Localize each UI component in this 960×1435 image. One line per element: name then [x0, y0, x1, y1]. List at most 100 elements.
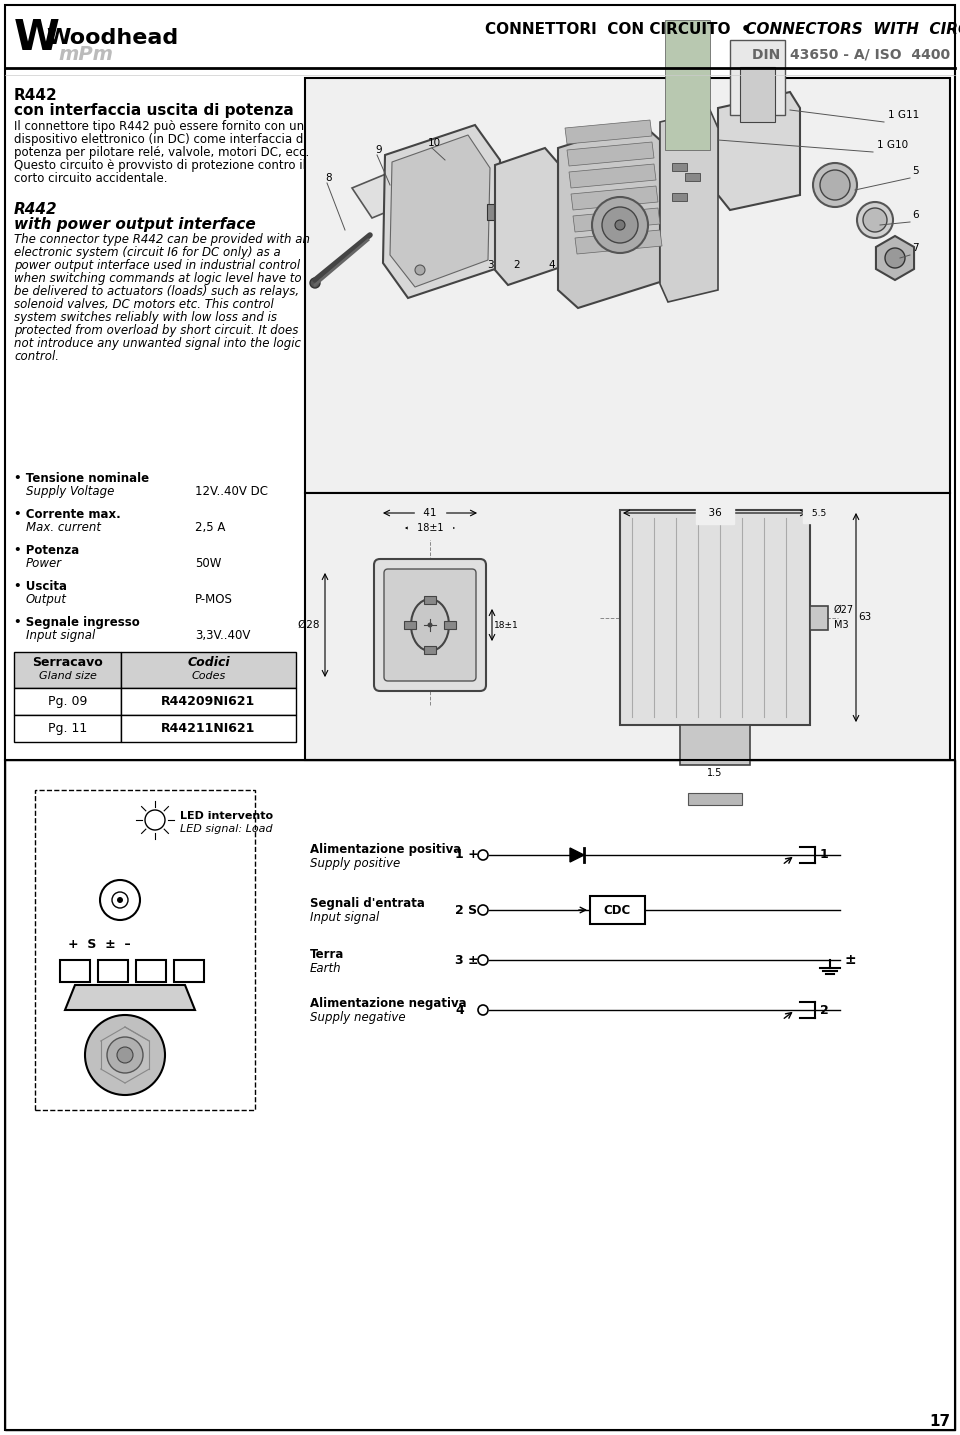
Text: Input signal: Input signal: [310, 911, 379, 924]
Text: Alimentazione positiva: Alimentazione positiva: [310, 842, 461, 855]
Text: • Uscita: • Uscita: [14, 580, 67, 593]
Text: 18±1: 18±1: [494, 620, 518, 630]
Text: Input signal: Input signal: [26, 629, 95, 641]
Circle shape: [427, 623, 433, 627]
Text: 18±1: 18±1: [414, 522, 446, 532]
Text: CDC: CDC: [604, 904, 631, 917]
Bar: [424, 646, 436, 654]
Text: Codes: Codes: [191, 672, 226, 682]
Circle shape: [813, 164, 857, 207]
Ellipse shape: [411, 598, 449, 651]
Text: 10: 10: [428, 138, 442, 148]
FancyBboxPatch shape: [374, 560, 486, 692]
Text: DIN  43650 - A/ ISO  4400: DIN 43650 - A/ ISO 4400: [752, 47, 950, 62]
Text: • Tensione nominale: • Tensione nominale: [14, 472, 149, 485]
Bar: [685, 174, 700, 181]
Text: CONNECTORS  WITH  CIRCUIT: CONNECTORS WITH CIRCUIT: [740, 23, 960, 37]
Bar: [121, 687, 296, 715]
Polygon shape: [383, 125, 500, 298]
Text: Ø27: Ø27: [834, 604, 854, 614]
Text: 2,5 A: 2,5 A: [195, 521, 226, 534]
Text: dispositivo elettronico (in DC) come interfaccia di: dispositivo elettronico (in DC) come int…: [14, 133, 307, 146]
Circle shape: [100, 880, 140, 920]
Text: R442: R442: [14, 88, 58, 103]
Text: 8: 8: [325, 174, 331, 184]
Bar: [35, 791, 255, 1111]
Bar: [672, 164, 687, 171]
Text: ±: ±: [845, 953, 856, 967]
Text: 1: 1: [71, 966, 79, 976]
Circle shape: [592, 197, 648, 253]
Text: 1.5: 1.5: [708, 768, 723, 778]
Bar: [740, 67, 775, 122]
Bar: [5, 761, 955, 1431]
Text: +  S  ±  –: + S ± –: [68, 938, 131, 951]
Text: CONNETTORI  CON CIRCUITO  •: CONNETTORI CON CIRCUITO •: [485, 23, 751, 37]
Text: 1 G11: 1 G11: [888, 110, 920, 121]
Circle shape: [85, 1015, 165, 1095]
Bar: [121, 715, 296, 742]
Bar: [121, 651, 296, 687]
Text: 2: 2: [513, 260, 519, 270]
Text: be delivered to actuators (loads) such as relays,: be delivered to actuators (loads) such a…: [14, 286, 300, 298]
Text: • Potenza: • Potenza: [14, 544, 80, 557]
Polygon shape: [390, 135, 490, 287]
Text: electronic system (circuit I6 for DC only) as a: electronic system (circuit I6 for DC onl…: [14, 245, 280, 258]
Polygon shape: [573, 208, 660, 232]
Text: 9: 9: [375, 145, 382, 155]
Polygon shape: [660, 110, 718, 301]
Text: 3: 3: [487, 260, 493, 270]
Text: solenoid valves, DC motors etc. This control: solenoid valves, DC motors etc. This con…: [14, 298, 274, 311]
Bar: [60, 960, 90, 982]
Circle shape: [112, 893, 128, 908]
Text: system switches reliably with low loss and is: system switches reliably with low loss a…: [14, 311, 277, 324]
Text: Terra: Terra: [310, 947, 345, 960]
Circle shape: [478, 905, 488, 916]
Text: Gland size: Gland size: [38, 672, 96, 682]
Text: 6: 6: [912, 210, 919, 220]
Text: 41: 41: [420, 508, 440, 518]
Polygon shape: [565, 121, 652, 144]
Circle shape: [107, 1038, 143, 1073]
Bar: [424, 596, 436, 604]
Text: P-MOS: P-MOS: [195, 593, 233, 606]
Text: Earth: Earth: [310, 961, 342, 974]
Text: 2: 2: [820, 1003, 828, 1016]
Text: 4: 4: [548, 260, 555, 270]
Text: • Corrente max.: • Corrente max.: [14, 508, 121, 521]
Text: Supply positive: Supply positive: [310, 857, 400, 870]
FancyBboxPatch shape: [384, 570, 476, 682]
Bar: [688, 794, 742, 805]
Text: Supply Voltage: Supply Voltage: [26, 485, 114, 498]
Polygon shape: [65, 984, 195, 1010]
Text: Ø28: Ø28: [299, 620, 323, 630]
Circle shape: [478, 1004, 488, 1015]
Bar: [174, 960, 204, 982]
Circle shape: [478, 956, 488, 964]
Circle shape: [117, 1048, 133, 1063]
Text: R44209NI621: R44209NI621: [161, 695, 255, 707]
Text: Supply negative: Supply negative: [310, 1012, 406, 1025]
Text: Output: Output: [26, 593, 67, 606]
Circle shape: [857, 202, 893, 238]
Text: 4: 4: [185, 966, 193, 976]
Bar: [730, 40, 785, 115]
Text: protected from overload by short circuit. It does: protected from overload by short circuit…: [14, 324, 299, 337]
Text: Pg. 11: Pg. 11: [48, 722, 87, 735]
Text: 1 +: 1 +: [455, 848, 479, 861]
Circle shape: [602, 207, 638, 243]
Bar: [136, 960, 166, 982]
Text: mPm: mPm: [58, 46, 113, 65]
Bar: [672, 192, 687, 201]
Text: M3: M3: [834, 620, 849, 630]
Text: 1 G10: 1 G10: [877, 141, 908, 151]
Text: 17: 17: [929, 1415, 950, 1429]
Text: con interfaccia uscita di potenza: con interfaccia uscita di potenza: [14, 103, 294, 118]
Polygon shape: [571, 187, 658, 210]
Bar: [590, 895, 645, 924]
Bar: [487, 204, 499, 220]
Bar: [305, 77, 950, 494]
Text: 4: 4: [455, 1003, 464, 1016]
Text: W: W: [14, 17, 60, 59]
Text: control.: control.: [14, 350, 59, 363]
